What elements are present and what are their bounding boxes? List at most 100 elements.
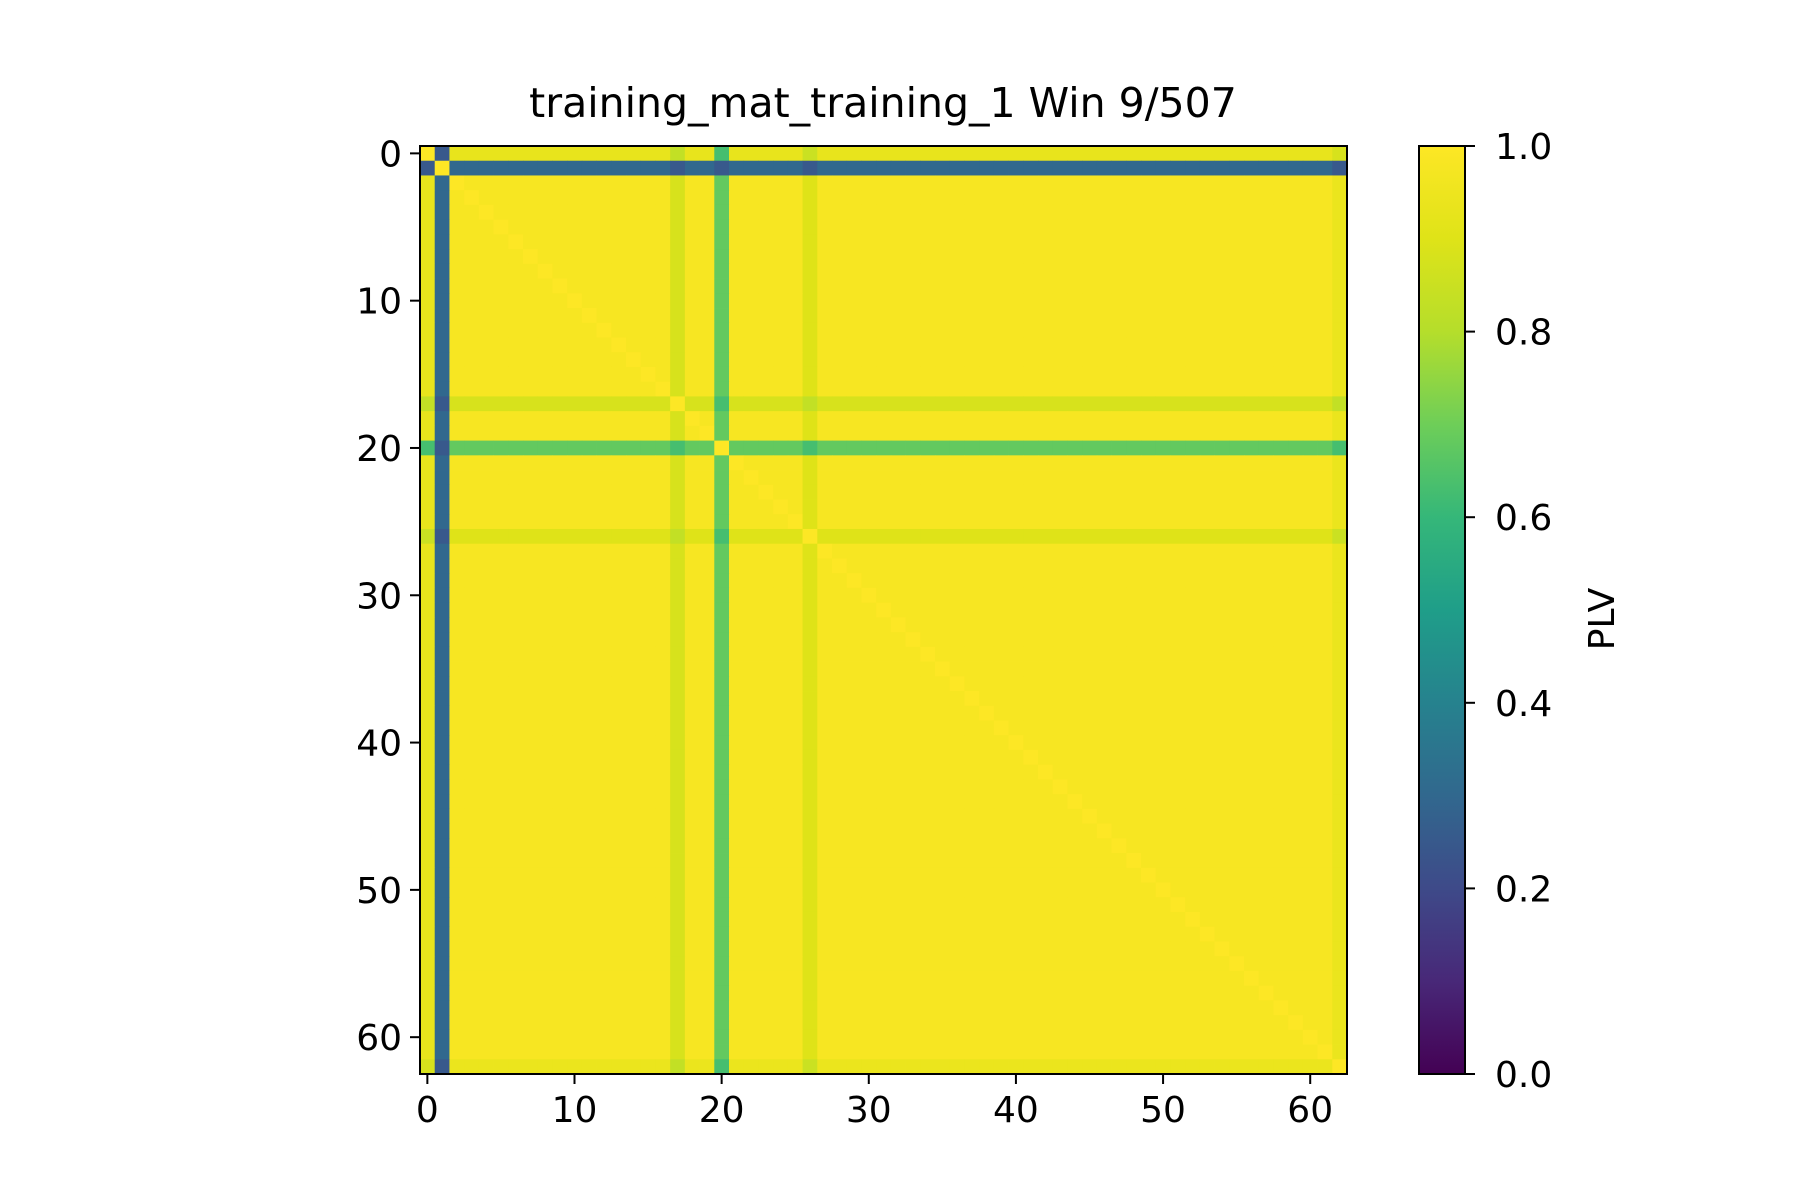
heatmap-cell [861, 190, 877, 206]
heatmap-cell [758, 911, 774, 928]
heatmap-cell [611, 1029, 627, 1045]
heatmap-cell [684, 1059, 700, 1075]
heatmap-cell [817, 705, 833, 721]
heatmap-cell [1038, 838, 1054, 854]
heatmap-cell [581, 352, 597, 368]
heatmap-cell [935, 661, 951, 677]
heatmap-cell [1023, 263, 1039, 279]
heatmap-cell [935, 175, 951, 191]
heatmap-cell [1038, 455, 1054, 471]
heatmap-cell [1111, 617, 1127, 633]
heatmap-cell [1155, 175, 1171, 191]
heatmap-cell [1096, 322, 1112, 338]
chart-title: training_mat_training_1 Win 9/507 [529, 79, 1237, 127]
heatmap-cell [1096, 499, 1112, 515]
heatmap-cell [949, 1029, 965, 1045]
heatmap-cell [758, 484, 774, 500]
heatmap-cell [905, 808, 921, 824]
heatmap-cell [1288, 764, 1304, 780]
heatmap-cell [964, 676, 980, 692]
heatmap-cell [802, 219, 818, 235]
heatmap-cell [846, 882, 862, 898]
heatmap-cell [1273, 440, 1289, 456]
heatmap-cell [729, 263, 745, 279]
heatmap-cell [1332, 970, 1348, 987]
heatmap-cell [1229, 691, 1245, 707]
heatmap-cell [802, 911, 818, 928]
heatmap-cell [1067, 249, 1083, 265]
heatmap-cell [846, 808, 862, 824]
heatmap-cell [1244, 528, 1260, 545]
heatmap-cell [729, 705, 745, 721]
heatmap-cell [493, 867, 509, 883]
heatmap-cell [964, 278, 980, 294]
heatmap-cell [1038, 337, 1054, 353]
heatmap-cell [1229, 941, 1245, 957]
heatmap-cell [1273, 853, 1289, 869]
heatmap-cell [699, 1029, 715, 1045]
heatmap-cell [714, 1029, 730, 1045]
heatmap-cell [1008, 308, 1024, 324]
heatmap-cell [1229, 646, 1245, 662]
heatmap-cell [758, 528, 774, 545]
heatmap-cell [581, 985, 597, 1001]
heatmap-cell [773, 396, 789, 412]
heatmap-cell [1141, 735, 1157, 751]
heatmap-cell [1126, 528, 1142, 545]
heatmap-cell [699, 411, 715, 427]
heatmap-cell [1082, 514, 1098, 530]
heatmap-cell [729, 764, 745, 780]
heatmap-cell [846, 337, 862, 353]
heatmap-cell [640, 941, 656, 957]
heatmap-cell [832, 779, 848, 795]
heatmap-cell [523, 735, 539, 751]
heatmap-cell [655, 705, 671, 721]
heatmap-cell [1229, 823, 1245, 839]
heatmap-cell [1317, 234, 1333, 250]
heatmap-cell [1082, 573, 1098, 589]
heatmap-cell [773, 720, 789, 736]
colorbar-tick-label: 0.2 [1495, 869, 1552, 910]
heatmap-cell [537, 1015, 553, 1031]
heatmap-cell [1170, 838, 1186, 854]
heatmap-cell [993, 293, 1009, 309]
heatmap-cell [449, 219, 465, 235]
x-tick-label: 60 [1287, 1090, 1333, 1131]
heatmap-cell [1096, 823, 1112, 839]
heatmap-cell [1096, 941, 1112, 957]
heatmap-cell [611, 396, 627, 412]
heatmap-cell [464, 705, 480, 721]
heatmap-cell [1185, 425, 1201, 441]
heatmap-cell [714, 543, 730, 559]
heatmap-cell [596, 853, 612, 869]
heatmap-cell [935, 779, 951, 795]
heatmap-cell [1141, 1000, 1157, 1016]
heatmap-cell [758, 646, 774, 662]
heatmap-cell [420, 735, 436, 751]
heatmap-cell [508, 543, 524, 559]
heatmap-cell [1317, 676, 1333, 692]
heatmap-cell [743, 249, 759, 265]
heatmap-cell [729, 249, 745, 265]
heatmap-cell [920, 1029, 936, 1045]
heatmap-cell [714, 337, 730, 353]
heatmap-cell [920, 499, 936, 515]
heatmap-cell [1052, 396, 1068, 412]
heatmap-cell [655, 425, 671, 441]
heatmap-cell [508, 1015, 524, 1031]
heatmap-cell [670, 1059, 686, 1075]
heatmap-cell [449, 484, 465, 500]
heatmap-cell [1302, 956, 1318, 972]
heatmap-cell [1155, 941, 1171, 957]
heatmap-cell [787, 676, 803, 692]
heatmap-cell [1008, 617, 1024, 633]
heatmap-cell [1155, 735, 1171, 751]
heatmap-cell [1096, 146, 1112, 162]
heatmap-cell [567, 1015, 583, 1031]
heatmap-cell [1273, 794, 1289, 810]
heatmap-cell [537, 617, 553, 633]
heatmap-cell [758, 882, 774, 898]
heatmap-cell [434, 926, 450, 942]
heatmap-cell [1052, 720, 1068, 736]
heatmap-cell [905, 691, 921, 707]
